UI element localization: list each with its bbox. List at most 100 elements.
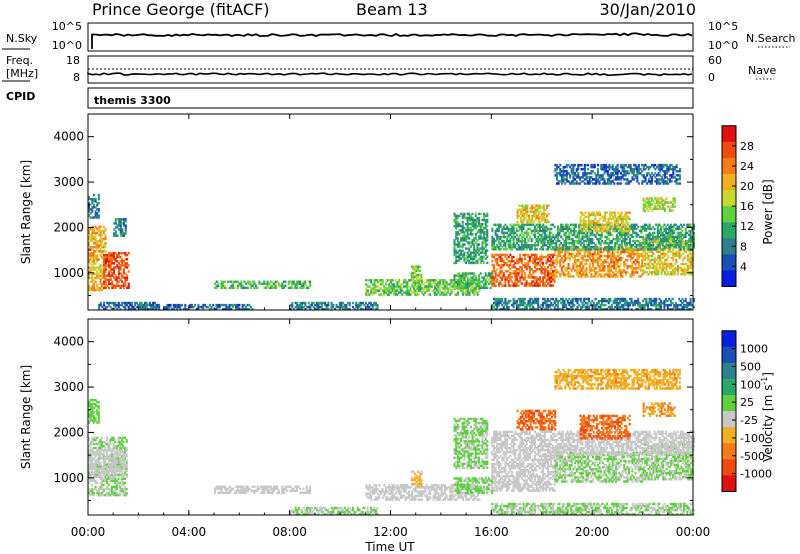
scatter-cell [223, 280, 226, 283]
scatter-cell [514, 266, 517, 269]
scatter-cell [641, 174, 644, 177]
scatter-cell [542, 241, 545, 245]
scatter-cell [575, 259, 578, 262]
scatter-cell [146, 308, 149, 311]
scatter-cell [215, 303, 218, 307]
scatter-cell [163, 305, 166, 309]
scatter-cell [96, 248, 99, 251]
scatter-cell [365, 293, 368, 296]
scatter-cell [665, 264, 668, 268]
scatter-cell [453, 286, 456, 290]
scatter-cell [647, 201, 650, 204]
scatter-cell [244, 308, 247, 311]
scatter-cell [567, 273, 570, 276]
scatter-cell [401, 287, 404, 290]
scatter-cell [460, 239, 463, 242]
scatter-cell [569, 275, 572, 278]
scatter-cell [499, 255, 502, 259]
scatter-cell [94, 276, 97, 280]
scatter-cell [404, 293, 407, 296]
scatter-cell [435, 287, 438, 290]
scatter-cell [552, 261, 555, 265]
scatter-cell [598, 174, 601, 177]
scatter-cell [96, 256, 99, 259]
scatter-cell [456, 241, 459, 244]
scatter-cell [577, 252, 580, 256]
scatter-cell [534, 206, 537, 210]
scatter-cell [542, 268, 545, 271]
scatter-cell [532, 220, 535, 224]
scatter-cell [671, 229, 674, 233]
scatter-cell [550, 278, 553, 281]
scatter-cell [371, 289, 374, 292]
scatter-cell [648, 246, 651, 249]
scatter-cell [683, 273, 686, 276]
scatter-cell [547, 253, 550, 257]
scatter-cell [536, 210, 539, 214]
scatter-cell [662, 182, 665, 185]
scatter-cell [491, 270, 494, 273]
scatter-cell [579, 219, 582, 223]
scatter-cell [222, 282, 225, 286]
scatter-cell [634, 269, 637, 272]
scatter-cell [666, 233, 669, 237]
scatter-cell [530, 259, 533, 263]
scatter-cell [92, 284, 95, 288]
scatter-cell [458, 224, 461, 228]
scatter-cell [600, 178, 603, 181]
scatter-cell [468, 249, 471, 252]
scatter-cell [478, 274, 481, 277]
scatter-cell [629, 252, 632, 256]
scatter-cell [573, 231, 576, 235]
scatter-cell [114, 230, 117, 233]
scatter-cell [114, 258, 117, 261]
scatter-cell [342, 305, 345, 309]
scatter-cell [560, 223, 563, 227]
scatter-cell [121, 251, 124, 255]
scatter-cell [512, 305, 515, 309]
scatter-cell [633, 174, 636, 177]
scatter-cell [645, 233, 648, 237]
scatter-cell [501, 227, 504, 231]
scatter-cell [152, 301, 155, 305]
scatter-cell [547, 204, 550, 207]
scatter-cell [502, 305, 505, 309]
scatter-cell [335, 305, 338, 309]
scatter-cell [277, 282, 280, 286]
scatter-cell [666, 231, 669, 235]
scatter-cell [683, 233, 686, 237]
scatter-cell [657, 256, 660, 260]
scatter-cell [613, 252, 616, 256]
scatter-cell [594, 229, 597, 233]
scatter-cell [643, 241, 646, 245]
scatter-cell [593, 256, 596, 260]
scatter-cell [425, 281, 428, 284]
scatter-cell [537, 278, 540, 281]
scatter-cell [406, 293, 409, 296]
scatter-cell [642, 163, 645, 167]
scatter-cell [575, 254, 578, 258]
scatter-cell [506, 303, 509, 307]
scatter-cell [614, 241, 617, 245]
scatter-cell [371, 293, 374, 296]
scatter-cell [317, 301, 320, 305]
scatter-cell [540, 248, 543, 251]
scatter-cell [501, 257, 504, 261]
scatter-cell [479, 259, 482, 263]
scatter-cell [616, 176, 619, 179]
scatter-cell [688, 252, 691, 256]
scatter-cell [501, 274, 504, 277]
scatter-cell [550, 284, 553, 287]
scatter-cell [570, 269, 573, 272]
scatter-cell [570, 172, 573, 175]
scatter-cell [659, 170, 662, 173]
scatter-cell [365, 287, 368, 290]
scatter-cell [688, 229, 691, 233]
scatter-cell [537, 261, 540, 265]
scatter-cell [520, 299, 523, 303]
scatter-cell [463, 227, 466, 230]
scatter-cell [544, 216, 547, 220]
scatter-cell [394, 291, 397, 294]
scatter-cell [338, 305, 341, 309]
scatter-cell [620, 217, 623, 221]
